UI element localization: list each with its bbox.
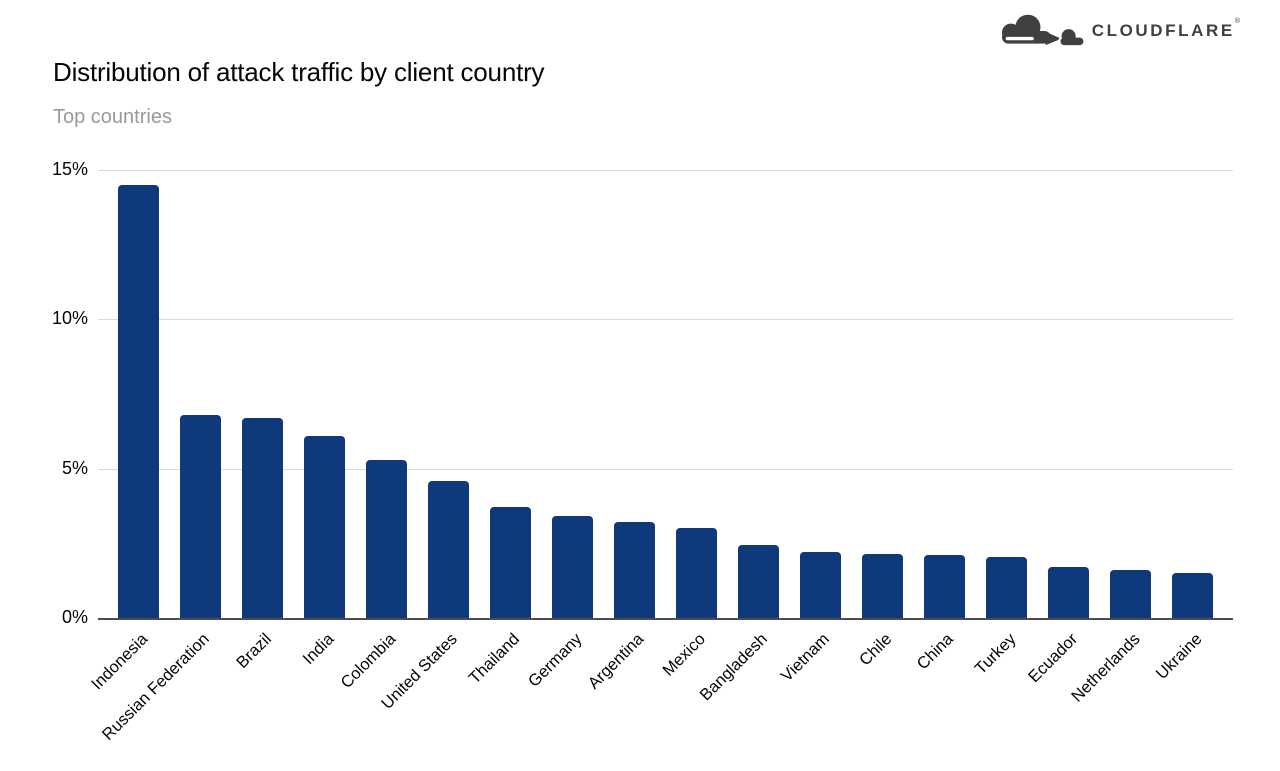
gridline-15% (98, 170, 1233, 171)
chart-subtitle: Top countries (53, 106, 172, 128)
x-axis-label: China (914, 630, 958, 674)
bar-brazil (242, 418, 283, 618)
x-axis-label: Ecuador (1025, 630, 1082, 687)
bar-colombia (366, 460, 407, 618)
x-axis-label: Thailand (465, 630, 524, 688)
x-axis-label: Turkey (971, 630, 1020, 678)
bar-chile (862, 554, 903, 618)
y-axis-tick-label: 5% (61, 457, 88, 478)
x-axis-label: Mexico (659, 630, 710, 680)
bar-bangladesh (738, 545, 779, 618)
x-axis-label: Germany (524, 630, 586, 691)
cloudflare-cloud-icon (1001, 14, 1086, 49)
bar-russian-federation (180, 415, 221, 618)
y-axis-tick-label: 10% (51, 308, 88, 329)
x-axis-label: Ukraine (1152, 630, 1206, 683)
bar-thailand (490, 507, 531, 618)
bar-turkey (986, 557, 1027, 618)
y-axis-tick-label: 0% (61, 607, 88, 627)
bar-india (304, 436, 345, 618)
bar-argentina (614, 522, 655, 618)
chart-title: Distribution of attack traffic by client… (53, 57, 545, 87)
x-axis-label: Argentina (584, 630, 648, 693)
gridline-10% (98, 319, 1233, 321)
y-axis-tick-label: 15% (51, 159, 88, 179)
registered-trademark-icon: ® (1234, 18, 1240, 25)
x-axis-label: Chile (855, 630, 896, 670)
x-axis-label: Indonesia (87, 630, 152, 694)
x-axis-label: India (299, 630, 338, 669)
bar-ukraine (1172, 573, 1213, 618)
x-axis-label: Vietnam (777, 630, 834, 686)
cloudflare-wordmark: CLOUDFLARE (1091, 21, 1235, 40)
x-axis-label: Russian Federation (99, 630, 214, 744)
bar-ecuador (1048, 567, 1089, 618)
bar-china (924, 555, 965, 618)
cloudflare-logo: CLOUDFLARE ® (992, 11, 1240, 51)
x-axis-label: Brazil (233, 630, 276, 672)
bar-netherlands (1110, 570, 1151, 618)
gridline-5% (98, 468, 1233, 470)
bar-mexico (676, 528, 717, 618)
bar-indonesia (118, 185, 159, 618)
bar-germany (552, 516, 593, 618)
bar-vietnam (800, 552, 841, 618)
bar-united-states (428, 481, 469, 618)
x-axis-label: Colombia (337, 630, 400, 693)
plot-area: Indonesia Russian Federation Brazil India Co… (88, 170, 1233, 744)
